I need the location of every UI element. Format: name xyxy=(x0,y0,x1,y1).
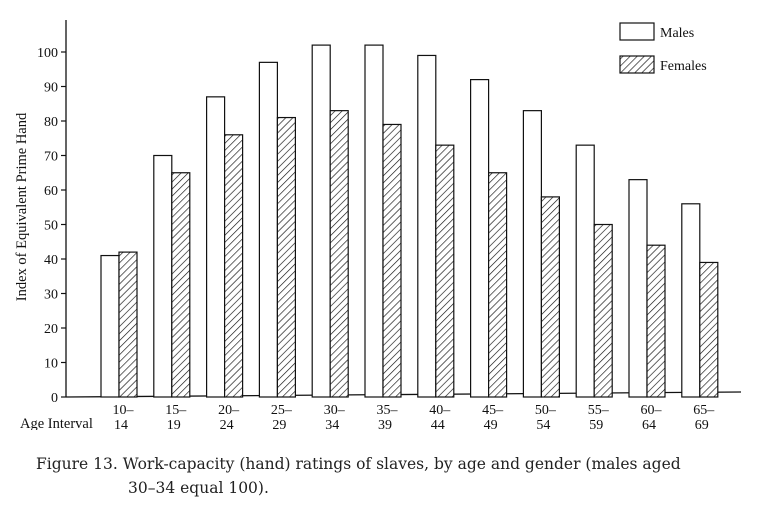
x-tick-label-bottom: 69 xyxy=(695,418,709,430)
bar-chart: Index of Equivalent Prime Hand 0 10 20 30 40… xyxy=(14,20,742,430)
y-axis-label: Index of Equivalent Prime Hand xyxy=(14,112,30,301)
bar-males xyxy=(575,144,595,398)
x-tick-label-bottom: 44 xyxy=(431,418,445,430)
x-axis-label: Age Interval xyxy=(20,416,93,430)
bar-females xyxy=(276,116,296,398)
x-tick-labels: 10–14 15–19 20–24 25–29 30–34 35–39 40–44 45–49… xyxy=(113,403,716,430)
bar-females xyxy=(646,244,666,398)
bar-males xyxy=(417,54,437,398)
y-tick-label: 20 xyxy=(44,322,58,337)
legend-swatch-females xyxy=(619,55,655,74)
y-tick-label: 70 xyxy=(44,150,58,165)
x-tick-label-top: 50– xyxy=(535,403,557,418)
caption-line-1: Figure 13. Work-capacity (hand) ratings … xyxy=(36,455,681,473)
x-tick-label-top: 65– xyxy=(693,403,715,418)
legend-label-males: Males xyxy=(660,26,694,41)
bar-females xyxy=(118,251,138,398)
bar-males xyxy=(206,96,226,398)
bar-males xyxy=(258,61,278,398)
x-tick-label-bottom: 39 xyxy=(378,418,392,430)
bar-females xyxy=(540,196,561,398)
x-tick-label-top: 30– xyxy=(324,403,346,418)
bar-males xyxy=(364,44,384,398)
legend-swatch-males xyxy=(619,22,655,41)
x-tick-label-top: 25– xyxy=(271,403,293,418)
y-tick-label: 50 xyxy=(44,219,58,234)
bar-females xyxy=(488,172,508,398)
y-tick-label: 30 xyxy=(44,288,58,303)
x-tick-label-bottom: 14 xyxy=(114,418,128,430)
y-tick-label: 90 xyxy=(44,81,58,96)
y-tick-label: 10 xyxy=(44,357,58,372)
x-tick-label-bottom: 34 xyxy=(325,418,339,430)
bar-females xyxy=(435,144,455,398)
bar-females xyxy=(593,223,613,398)
x-tick-label-bottom: 19 xyxy=(167,418,181,430)
x-tick-label-bottom: 54 xyxy=(536,418,550,430)
x-tick-label-top: 60– xyxy=(641,403,663,418)
y-tick-label: 100 xyxy=(37,46,58,61)
x-tick-label-top: 20– xyxy=(218,403,240,418)
bar-males xyxy=(153,154,173,398)
bar-females xyxy=(699,261,719,398)
x-tick-label-top: 40– xyxy=(429,403,451,418)
bar-females xyxy=(171,172,191,398)
x-tick-label-top: 55– xyxy=(588,403,610,418)
legend: Males Females xyxy=(619,22,707,74)
x-tick-label-bottom: 49 xyxy=(484,418,498,430)
figure-caption: Figure 13. Work-capacity (hand) ratings … xyxy=(36,452,756,500)
bar-females xyxy=(382,123,402,398)
y-tick-label: 0 xyxy=(51,391,58,406)
bar-females xyxy=(224,134,244,398)
x-tick-label-bottom: 59 xyxy=(589,418,603,430)
x-tick-label-top: 15– xyxy=(165,403,187,418)
y-tick-label: 80 xyxy=(44,115,58,130)
bar-males xyxy=(522,110,543,398)
y-tick-label: 60 xyxy=(44,184,58,199)
x-tick-label-top: 10– xyxy=(113,403,135,418)
bar-females xyxy=(329,110,349,398)
x-tick-label-bottom: 24 xyxy=(220,418,234,430)
bar-males xyxy=(628,179,648,398)
bars-group xyxy=(100,44,719,398)
y-tick-label: 40 xyxy=(44,253,58,268)
x-tick-label-bottom: 64 xyxy=(642,418,656,430)
bar-males xyxy=(470,78,490,398)
bar-males xyxy=(311,44,331,398)
x-tick-label-bottom: 29 xyxy=(272,418,286,430)
bar-males xyxy=(100,254,120,398)
bar-males xyxy=(681,203,701,398)
caption-line-2: 30–34 equal 100). xyxy=(128,479,269,497)
x-tick-label-top: 35– xyxy=(377,403,399,418)
legend-label-females: Females xyxy=(660,59,707,74)
x-tick-label-top: 45– xyxy=(482,403,504,418)
